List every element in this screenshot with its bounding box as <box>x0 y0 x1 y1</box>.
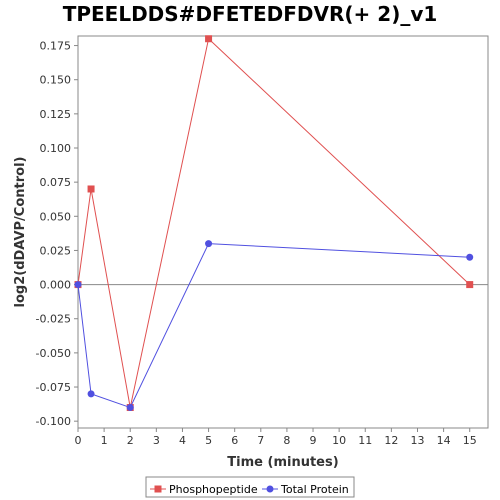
y-tick-label: 0.000 <box>40 279 72 292</box>
x-tick-label: 10 <box>332 434 346 447</box>
data-point <box>205 35 213 43</box>
x-tick-label: 2 <box>127 434 134 447</box>
y-tick-label: 0.175 <box>40 40 72 53</box>
data-point <box>87 390 95 398</box>
x-tick-label: 9 <box>310 434 317 447</box>
x-tick-label: 1 <box>101 434 108 447</box>
y-tick-label: -0.025 <box>36 313 71 326</box>
legend-label: Phosphopeptide <box>169 483 258 496</box>
x-tick-label: 3 <box>153 434 160 447</box>
data-point <box>205 240 213 248</box>
y-axis-label: log2(dDAVP/Control) <box>13 157 28 308</box>
data-point <box>126 404 134 412</box>
y-axis-ticks: -0.100 -0.075 -0.050 -0.025 0.000 0.025 0.050 0… <box>36 40 78 428</box>
x-tick-label: 5 <box>205 434 212 447</box>
x-axis-ticks: 0 1 2 3 4 5 6 7 8 9 10 11 12 13 14 15 <box>75 428 477 447</box>
y-tick-label: -0.100 <box>36 415 71 428</box>
data-point <box>466 253 474 261</box>
x-axis-label: Time (minutes) <box>227 455 338 470</box>
x-tick-label: 6 <box>231 434 238 447</box>
x-tick-label: 11 <box>358 434 372 447</box>
legend-box <box>145 476 355 498</box>
data-point <box>466 281 474 289</box>
series-2 <box>74 240 474 412</box>
series-layer <box>74 35 474 412</box>
y-tick-label: 0.125 <box>40 108 72 121</box>
x-tick-label: 15 <box>463 434 477 447</box>
x-tick-label: 0 <box>75 434 82 447</box>
x-tick-label: 13 <box>410 434 424 447</box>
legend-label: Total Protein <box>280 483 349 496</box>
legend-item: Phosphopeptide <box>150 483 258 496</box>
data-point <box>87 185 95 193</box>
chart-title: TPEELDDS#DFETEDFDVR(+ 2)_v1 <box>62 2 438 26</box>
legend-marker <box>154 485 162 493</box>
y-tick-label: 0.025 <box>40 244 72 257</box>
legend: Phosphopeptide Total Protein <box>145 476 355 498</box>
x-tick-label: 12 <box>384 434 398 447</box>
plot-area <box>77 35 489 429</box>
data-point <box>74 281 82 289</box>
legend-marker <box>266 485 274 493</box>
x-tick-label: 8 <box>283 434 290 447</box>
y-tick-label: -0.050 <box>36 347 71 360</box>
x-tick-label: 4 <box>179 434 186 447</box>
y-tick-label: 0.075 <box>40 176 72 189</box>
x-tick-label: 7 <box>257 434 264 447</box>
y-tick-label: 0.150 <box>40 74 72 87</box>
legend-item: Total Protein <box>262 483 349 496</box>
y-tick-label: 0.100 <box>40 142 72 155</box>
x-tick-label: 14 <box>437 434 451 447</box>
y-tick-label: 0.050 <box>40 210 72 223</box>
y-tick-label: -0.075 <box>36 381 71 394</box>
